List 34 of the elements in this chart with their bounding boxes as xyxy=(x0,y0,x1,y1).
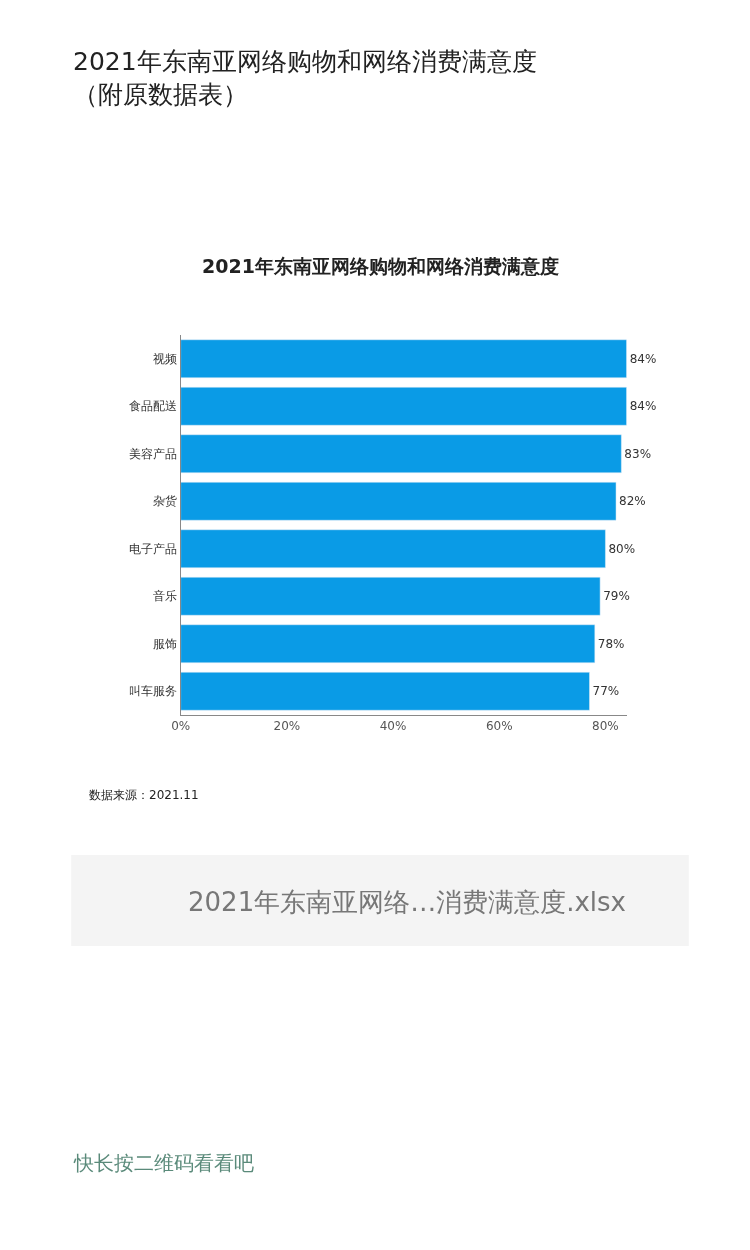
x-tick-label: 60% xyxy=(485,719,513,734)
source-note: 数据来源：2021.11 xyxy=(89,788,199,802)
data-label: 80% xyxy=(608,541,636,556)
x-tick-label: 20% xyxy=(273,719,301,734)
bar xyxy=(180,482,617,521)
x-tick-label: 40% xyxy=(379,719,407,734)
y-tick-label: 视频 xyxy=(153,351,178,366)
chart-title: 2021年东南亚网络购物和网络消费满意度 xyxy=(202,255,559,277)
data-label: 82% xyxy=(619,494,646,509)
bar xyxy=(180,529,606,568)
y-tick-label: 美容产品 xyxy=(129,446,178,461)
data-label: 83% xyxy=(624,446,652,461)
bar xyxy=(180,624,596,663)
data-label: 79% xyxy=(603,589,630,604)
y-tick-label: 食品配送 xyxy=(129,399,178,414)
bar xyxy=(180,339,627,378)
bar xyxy=(180,387,627,426)
text: 2021年东南亚网络购物和网络消费满意度（附原数据表） xyxy=(73,47,537,109)
bar xyxy=(180,434,622,473)
text: 2021年东南亚网络…消费满意度.xlsx xyxy=(188,887,626,917)
data-label: 84% xyxy=(629,351,657,366)
data-label: 84% xyxy=(629,399,657,414)
y-tick-label: 音乐 xyxy=(153,589,178,604)
data-label: 78% xyxy=(597,636,625,651)
y-tick-label: 服饰 xyxy=(153,636,178,651)
x-tick-label: 0% xyxy=(171,719,191,734)
y-tick-label: 杂货 xyxy=(153,494,178,509)
text: 快长按二维码看看吧 xyxy=(73,1151,254,1175)
y-tick-label: 电子产品 xyxy=(129,541,178,556)
bar xyxy=(180,672,590,711)
y-tick-label: 叫车服务 xyxy=(129,684,178,699)
x-tick-label: 80% xyxy=(592,719,619,734)
data-label: 77% xyxy=(592,684,620,699)
bar xyxy=(180,577,601,616)
